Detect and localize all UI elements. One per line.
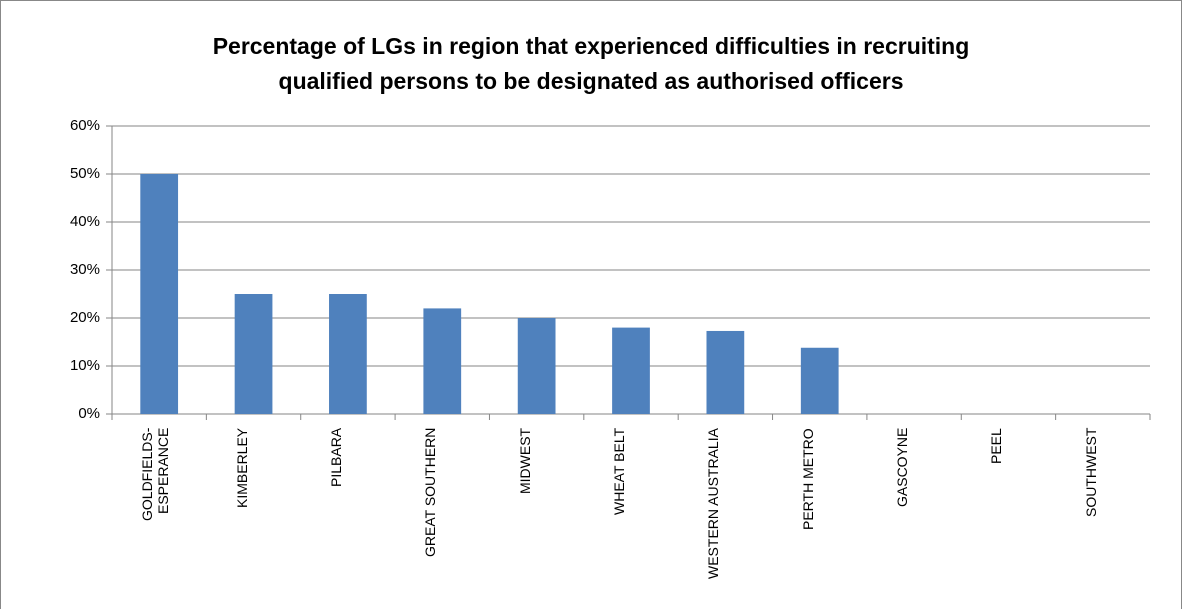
bar (234, 294, 273, 414)
bar (517, 318, 556, 414)
x-tick-label: PILBARA (327, 428, 344, 488)
x-tick-label: PERTH METRO (799, 428, 816, 530)
y-tick-label: 40% (70, 213, 100, 230)
x-tick-label: GOLDFIELDS-ESPERANCE (139, 428, 172, 522)
x-tick-label: GREAT SOUTHERN (422, 428, 439, 558)
x-tick-label: KIMBERLEY (233, 428, 250, 509)
bar (706, 330, 745, 414)
y-tick-label: 30% (70, 261, 100, 278)
chart-title: qualified persons to be designated as au… (279, 68, 904, 94)
x-tick-label: GASCOYNE (894, 428, 911, 508)
chart-title: Percentage of LGs in region that experie… (213, 33, 970, 59)
x-tick-label: MIDWEST (516, 428, 533, 495)
bar (423, 308, 462, 414)
y-tick-label: 50% (70, 165, 100, 182)
y-tick-label: 20% (70, 309, 100, 326)
x-tick-label: WHEAT BELT (611, 428, 627, 516)
x-tick-label: SOUTHWEST (1082, 428, 1099, 518)
y-tick-label: 10% (70, 357, 100, 374)
bar (800, 347, 839, 414)
x-tick-label: PEEL (988, 428, 1005, 464)
bar (329, 294, 367, 414)
x-tick-label: WESTERN AUSTRALIA (705, 428, 722, 579)
bar (140, 174, 179, 414)
y-tick-label: 0% (78, 405, 100, 422)
y-tick-label: 60% (70, 117, 100, 134)
bar (612, 327, 650, 414)
